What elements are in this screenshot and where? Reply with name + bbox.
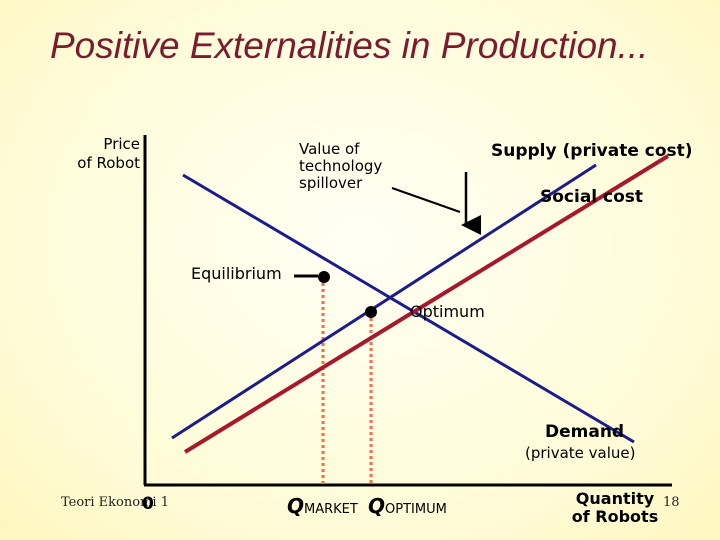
- slide-title: Positive Externalities in Production...: [50, 25, 649, 66]
- y-axis-label-text: Price of Robot: [77, 135, 140, 172]
- y-axis-label: Price of Robot: [40, 135, 140, 173]
- optimum-label: Optimum: [410, 302, 485, 321]
- demand-curve: [182, 173, 635, 444]
- q-market-subscript: MARKET: [304, 502, 358, 517]
- q-optimum-label: QOPTIMUM: [368, 494, 447, 518]
- footer-course-name: Teori Ekonomi 1: [61, 495, 169, 510]
- q-optimum-letter: Q: [368, 494, 386, 518]
- social-cost-curve: [183, 154, 670, 454]
- supply-curve: [171, 163, 597, 440]
- spillover-pointer: [391, 187, 461, 213]
- x-axis-label: Quantity of Robots: [565, 490, 665, 526]
- q-optimum-subscript: OPTIMUM: [385, 502, 447, 517]
- social-cost-label: Social cost: [540, 187, 644, 207]
- q-market-letter: Q: [287, 494, 305, 518]
- equilibrium-point: [318, 271, 330, 283]
- demand-sublabel: (private value): [525, 444, 636, 462]
- origin-label: 0: [142, 494, 154, 514]
- spillover-label: Value of technology spillover: [299, 141, 382, 192]
- demand-label: Demand: [545, 422, 625, 442]
- page-number: 18: [663, 495, 680, 510]
- supply-label: Supply (private cost): [491, 141, 693, 161]
- optimum-point: [365, 306, 377, 318]
- equilibrium-label: Equilibrium: [191, 264, 282, 283]
- x-axis-label-text: Quantity of Robots: [571, 489, 659, 526]
- spillover-label-text: Value of technology spillover: [299, 140, 383, 192]
- q-market-label: QMARKET: [287, 494, 358, 518]
